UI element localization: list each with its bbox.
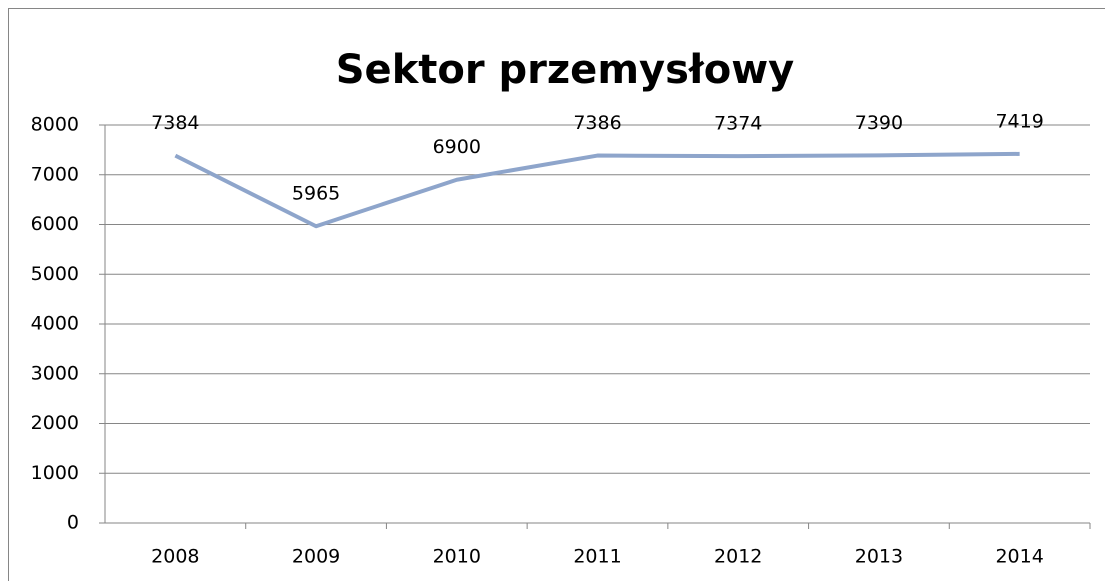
x-tick-label: 2008 bbox=[151, 546, 199, 568]
data-label: 7419 bbox=[995, 110, 1043, 132]
y-tick-label: 3000 bbox=[31, 362, 79, 384]
y-tick-label: 0 bbox=[67, 512, 79, 534]
y-tick-label: 4000 bbox=[31, 313, 79, 335]
data-label: 7386 bbox=[573, 112, 621, 134]
x-tick-label: 2009 bbox=[292, 546, 340, 568]
data-label: 6900 bbox=[433, 136, 481, 158]
data-label: 7390 bbox=[855, 112, 903, 134]
chart-frame bbox=[8, 8, 1105, 581]
data-label: 7374 bbox=[714, 113, 762, 135]
data-label: 7384 bbox=[151, 112, 199, 134]
x-tick-label: 2011 bbox=[573, 546, 621, 568]
x-tick-label: 2014 bbox=[995, 546, 1043, 568]
x-tick-label: 2012 bbox=[714, 546, 762, 568]
x-tick-label: 2013 bbox=[855, 546, 903, 568]
chart-title: Sektor przemysłowy bbox=[336, 47, 794, 93]
x-tick-label: 2010 bbox=[433, 546, 481, 568]
data-label: 5965 bbox=[292, 183, 340, 205]
y-tick-label: 8000 bbox=[31, 114, 79, 136]
y-tick-label: 5000 bbox=[31, 263, 79, 285]
y-tick-label: 2000 bbox=[31, 412, 79, 434]
y-tick-label: 1000 bbox=[31, 462, 79, 484]
y-tick-label: 6000 bbox=[31, 213, 79, 235]
y-tick-label: 7000 bbox=[31, 163, 79, 185]
data-line bbox=[174, 151, 1020, 229]
